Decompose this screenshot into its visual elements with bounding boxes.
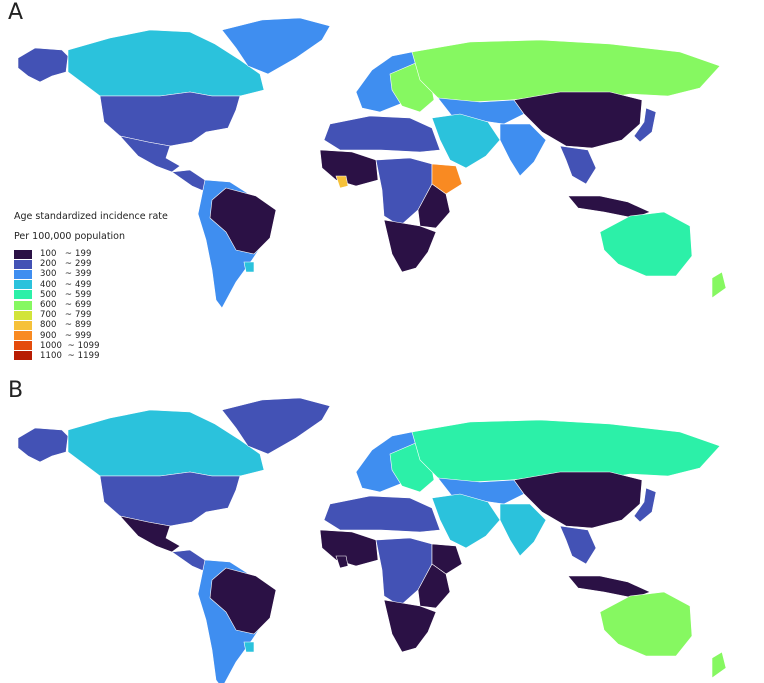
region-east-africa <box>417 563 451 609</box>
legend-swatch <box>14 259 32 269</box>
region-sierra-leone <box>335 175 349 189</box>
region-indonesia <box>567 575 651 599</box>
region-usa <box>99 91 241 147</box>
region-sierra-leone <box>335 555 349 569</box>
region-new-zealand <box>711 271 727 299</box>
legend-label: 900 ~ 999 <box>40 330 92 341</box>
panel-label-a: A <box>8 0 24 25</box>
region-india <box>499 503 547 557</box>
region-se-asia <box>559 145 597 185</box>
legend-title: Age standardized incidence rate <box>14 211 168 222</box>
legend-swatch <box>14 310 32 320</box>
legend-item: 1000 ~ 1099 <box>14 341 168 351</box>
panel-label-b: B <box>8 378 24 403</box>
legend-item: 700 ~ 799 <box>14 310 168 320</box>
legend-items: 100 ~ 199 200 ~ 299 300 ~ 399 400 ~ 499 500 … <box>14 249 168 361</box>
legend: Age standardized incidence rate Per 100,… <box>14 211 168 361</box>
region-indonesia <box>567 195 651 219</box>
region-ethiopia <box>431 543 463 575</box>
region-japan <box>633 487 657 523</box>
region-alaska <box>17 47 69 83</box>
legend-label: 500 ~ 599 <box>40 289 92 300</box>
legend-item: 1100 ~ 1199 <box>14 351 168 361</box>
region-brazil <box>209 187 277 255</box>
legend-item: 900 ~ 999 <box>14 331 168 341</box>
legend-swatch <box>14 320 32 330</box>
region-japan <box>633 107 657 143</box>
region-southern-africa <box>383 599 437 653</box>
region-middle-east <box>431 493 501 549</box>
legend-item: 800 ~ 899 <box>14 320 168 330</box>
region-new-zealand <box>711 651 727 679</box>
legend-item: 400 ~ 499 <box>14 280 168 290</box>
region-east-africa <box>417 183 451 229</box>
region-uruguay <box>243 641 255 653</box>
legend-item: 300 ~ 399 <box>14 269 168 279</box>
region-middle-east <box>431 113 501 169</box>
legend-label: 1100 ~ 1199 <box>40 350 100 361</box>
region-uruguay <box>243 261 255 273</box>
legend-item: 100 ~ 199 <box>14 249 168 259</box>
legend-label: 800 ~ 899 <box>40 320 92 331</box>
legend-swatch <box>14 280 32 290</box>
region-australia <box>599 591 693 657</box>
legend-swatch <box>14 290 32 300</box>
legend-swatch <box>14 341 32 351</box>
region-ethiopia <box>431 163 463 195</box>
legend-item: 600 ~ 699 <box>14 300 168 310</box>
legend-label: 400 ~ 499 <box>40 279 92 290</box>
legend-item: 500 ~ 599 <box>14 290 168 300</box>
region-greenland <box>221 397 331 455</box>
region-north-africa <box>323 115 441 153</box>
legend-swatch <box>14 331 32 341</box>
map-panel-a <box>17 17 727 309</box>
legend-swatch <box>14 269 32 279</box>
region-brazil <box>209 567 277 635</box>
map-panel-b <box>17 397 727 683</box>
legend-swatch <box>14 300 32 310</box>
legend-label: 600 ~ 699 <box>40 300 92 311</box>
region-west-africa <box>319 529 379 567</box>
region-greenland <box>221 17 331 75</box>
region-china <box>513 91 643 149</box>
legend-label: 100 ~ 199 <box>40 249 92 260</box>
region-india <box>499 123 547 177</box>
region-mexico <box>119 135 181 173</box>
region-alaska <box>17 427 69 463</box>
region-australia <box>599 211 693 277</box>
legend-label: 200 ~ 299 <box>40 259 92 270</box>
region-southern-africa <box>383 219 437 273</box>
legend-item: 200 ~ 299 <box>14 259 168 269</box>
legend-subtitle: Per 100,000 population <box>14 231 126 242</box>
legend-swatch <box>14 351 32 361</box>
region-usa <box>99 471 241 527</box>
legend-swatch <box>14 249 32 259</box>
legend-label: 300 ~ 399 <box>40 269 92 280</box>
region-china <box>513 471 643 529</box>
region-north-africa <box>323 495 441 533</box>
legend-label: 1000 ~ 1099 <box>40 340 100 351</box>
region-se-asia <box>559 525 597 565</box>
legend-label: 700 ~ 799 <box>40 310 92 321</box>
region-west-africa <box>319 149 379 187</box>
region-mexico <box>119 515 181 553</box>
